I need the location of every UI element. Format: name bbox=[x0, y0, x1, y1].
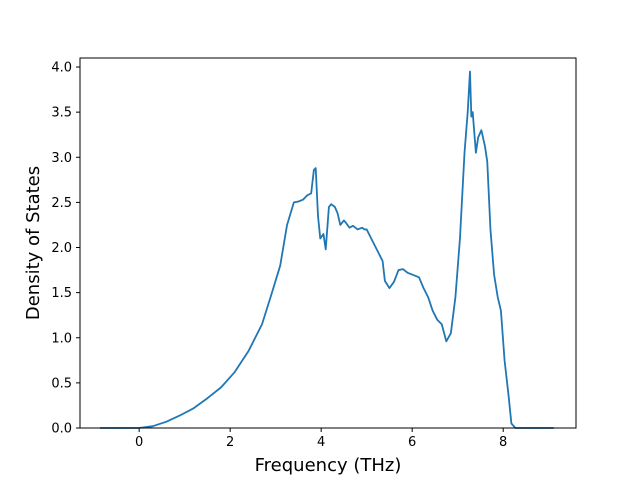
plot-background bbox=[80, 58, 576, 428]
y-axis-label: Density of States bbox=[23, 166, 44, 320]
x-tick-label: 2 bbox=[226, 435, 234, 450]
ticks-layer: 0 2 4 6 8 0.0 0.5 1.0 1.5 2.0 2.5 3.0 3.5 4.0 bbox=[51, 61, 507, 450]
y-tick-label: 2.5 bbox=[51, 196, 72, 211]
y-tick-label: 0.0 bbox=[51, 422, 72, 437]
x-tick-label: 0 bbox=[135, 435, 143, 450]
x-tick-label: 6 bbox=[408, 435, 416, 450]
plot-frame bbox=[79, 57, 577, 429]
y-tick-label: 1.5 bbox=[51, 286, 72, 301]
x-axis-label: Frequency (THz) bbox=[255, 455, 402, 476]
x-tick-label: 4 bbox=[317, 435, 325, 450]
y-tick-label: 3.0 bbox=[51, 151, 72, 166]
x-tick-label: 8 bbox=[499, 435, 507, 450]
y-tick-label: 1.0 bbox=[51, 331, 72, 346]
series-layer bbox=[99, 70, 555, 429]
dos-series-line bbox=[99, 70, 555, 429]
y-tick-label: 4.0 bbox=[51, 61, 72, 76]
y-tick-label: 2.0 bbox=[51, 241, 72, 256]
y-tick-label: 0.5 bbox=[51, 376, 72, 391]
y-tick-label: 3.5 bbox=[51, 106, 72, 121]
